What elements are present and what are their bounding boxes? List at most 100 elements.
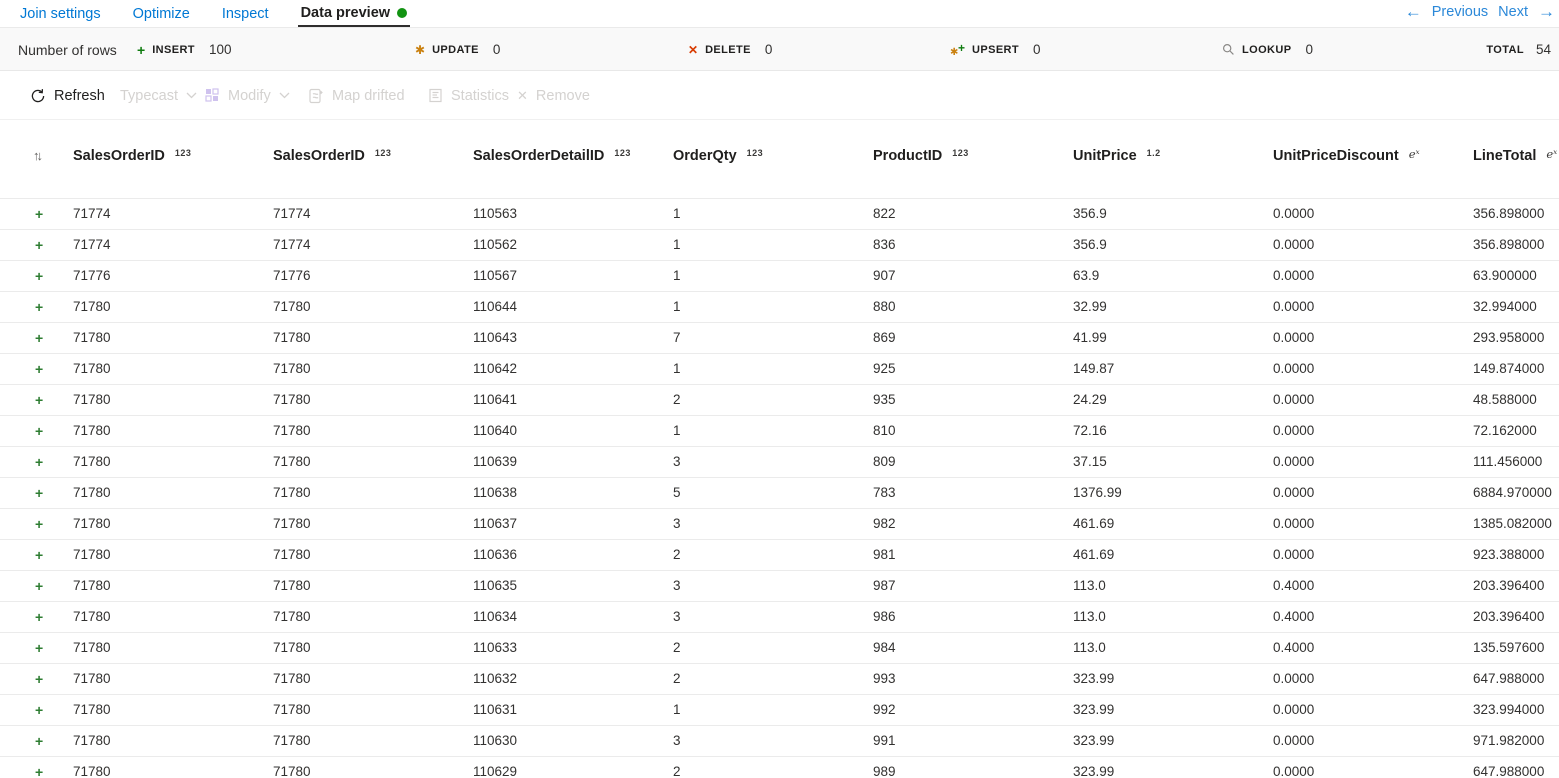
pagination-nav: ← Previous Next → — [1405, 0, 1559, 24]
column-header-SalesOrderID[interactable]: SalesOrderID 123 — [73, 147, 191, 165]
tab-optimize[interactable]: Optimize — [130, 0, 193, 27]
cell-OrderQty: 7 — [673, 330, 681, 345]
update-stat: ✱ UPDATE 0 — [415, 28, 500, 71]
insert-row-icon: + — [35, 392, 44, 408]
delete-stat: ✕ DELETE 0 — [688, 28, 772, 71]
cell-UnitPriceDiscount: 0.0000 — [1273, 454, 1315, 469]
previous-button[interactable]: Previous — [1431, 4, 1489, 20]
table-row[interactable]: +71780 71780 110642 1 925 149.87 0.0000 149.874… — [0, 353, 1559, 384]
table-row[interactable]: +71780 71780 110632 2 993 323.99 0.0000 647.988… — [0, 663, 1559, 694]
cell-UnitPriceDiscount: 0.4000 — [1273, 578, 1315, 593]
table-row[interactable]: +71780 71780 110637 3 982 461.69 0.0000 1385.08… — [0, 508, 1559, 539]
column-header-UnitPrice[interactable]: UnitPrice 1.2 — [1073, 147, 1161, 165]
tab-list: Join settings Optimize Inspect Data preview — [17, 0, 436, 27]
table-row[interactable]: +71780 71780 110638 5 783 1376.99 0.0000 6884.9… — [0, 477, 1559, 508]
tab-data-preview[interactable]: Data preview — [297, 0, 411, 27]
cell-UnitPrice: 63.9 — [1073, 268, 1100, 283]
active-status-dot-icon — [397, 7, 408, 18]
table-row[interactable]: +71780 71780 110633 2 984 113.0 0.4000 135.5976… — [0, 632, 1559, 663]
statistics-icon — [428, 88, 443, 103]
cell-LineTotal: 293.958000 — [1473, 330, 1545, 345]
preview-toolbar: Refresh Typecast Modify Map drifted Stat… — [0, 71, 1559, 120]
cell-UnitPrice: 323.99 — [1073, 764, 1115, 778]
table-row[interactable]: +71780 71780 110629 2 989 323.99 0.0000 647.988… — [0, 756, 1559, 778]
insert-row-icon: + — [35, 206, 44, 222]
update-asterisk-icon: ✱ — [415, 42, 426, 57]
cell-ProductID: 989 — [873, 764, 896, 778]
table-row[interactable]: +71774 71774 110563 1 822 356.9 0.0000 356.8980… — [0, 198, 1559, 229]
column-name: LineTotal — [1473, 148, 1537, 164]
table-row[interactable]: +71780 71780 110639 3 809 37.15 0.0000 111.4560… — [0, 446, 1559, 477]
cell-ProductID: 991 — [873, 733, 896, 748]
cell-UnitPriceDiscount: 0.4000 — [1273, 609, 1315, 624]
table-row[interactable]: +71776 71776 110567 1 907 63.9 0.0000 63.900000 — [0, 260, 1559, 291]
tab-join-settings[interactable]: Join settings — [17, 0, 104, 27]
cell-SalesOrderDetailID: 110643 — [473, 330, 518, 345]
cell-SalesOrderID: 71780 — [273, 516, 311, 531]
column-header-SalesOrderID[interactable]: SalesOrderID 123 — [273, 147, 391, 165]
cell-UnitPrice: 323.99 — [1073, 671, 1115, 686]
table-row[interactable]: +71780 71780 110643 7 869 41.99 0.0000 293.9580… — [0, 322, 1559, 353]
remove-button[interactable]: ✕ Remove — [517, 71, 590, 120]
column-header-LineTotal[interactable]: LineTotal eˣ — [1473, 147, 1557, 165]
cell-LineTotal: 63.900000 — [1473, 268, 1537, 283]
cell-SalesOrderDetailID: 110638 — [473, 485, 518, 500]
column-type-icon: 123 — [174, 148, 192, 158]
cell-OrderQty: 2 — [673, 671, 681, 686]
column-header-ProductID[interactable]: ProductID 123 — [873, 147, 969, 165]
upsert-label: UPSERT — [972, 43, 1020, 56]
tab-label: Optimize — [132, 5, 190, 22]
modify-button[interactable]: Modify — [205, 71, 290, 120]
cell-OrderQty: 1 — [673, 702, 681, 717]
cell-SalesOrderID: 71780 — [73, 392, 111, 407]
next-button[interactable]: Next — [1498, 4, 1528, 20]
cell-SalesOrderDetailID: 110642 — [473, 361, 518, 376]
cell-SalesOrderID: 71780 — [273, 485, 311, 500]
refresh-button[interactable]: Refresh — [30, 71, 105, 120]
sort-arrows-icon[interactable]: ↑↓ — [33, 148, 43, 163]
cell-LineTotal: 323.994000 — [1473, 702, 1545, 717]
column-header-SalesOrderDetailID[interactable]: SalesOrderDetailID 123 — [473, 147, 631, 165]
cell-LineTotal: 203.396400 — [1473, 609, 1545, 624]
number-of-rows-label: Number of rows — [18, 41, 117, 58]
insert-row-icon: + — [35, 702, 44, 718]
cell-LineTotal: 647.988000 — [1473, 671, 1545, 686]
column-header-OrderQty[interactable]: OrderQty 123 — [673, 147, 763, 165]
table-row[interactable]: +71780 71780 110634 3 986 113.0 0.4000 203.3964… — [0, 601, 1559, 632]
table-row[interactable]: +71780 71780 110640 1 810 72.16 0.0000 72.16200… — [0, 415, 1559, 446]
cell-SalesOrderID: 71780 — [273, 361, 311, 376]
cell-SalesOrderID: 71776 — [273, 268, 311, 283]
map-drifted-button[interactable]: Map drifted — [308, 71, 405, 120]
tab-label: Join settings — [20, 5, 101, 22]
cell-OrderQty: 1 — [673, 299, 681, 314]
chevron-down-icon — [279, 92, 290, 99]
typecast-button[interactable]: Typecast — [120, 71, 197, 120]
table-row[interactable]: +71780 71780 110644 1 880 32.99 0.0000 32.99400… — [0, 291, 1559, 322]
cell-UnitPrice: 356.9 — [1073, 206, 1107, 221]
update-label: UPDATE — [432, 43, 479, 56]
cell-LineTotal: 72.162000 — [1473, 423, 1537, 438]
cell-SalesOrderDetailID: 110635 — [473, 578, 518, 593]
cell-SalesOrderID: 71780 — [73, 671, 111, 686]
table-row[interactable]: +71780 71780 110630 3 991 323.99 0.0000 971.982… — [0, 725, 1559, 756]
insert-row-icon: + — [35, 516, 44, 532]
table-row[interactable]: +71780 71780 110631 1 992 323.99 0.0000 323.994… — [0, 694, 1559, 725]
column-header-UnitPriceDiscount[interactable]: UnitPriceDiscount eˣ — [1273, 147, 1420, 165]
tab-inspect[interactable]: Inspect — [219, 0, 272, 27]
table-row[interactable]: +71774 71774 110562 1 836 356.9 0.0000 356.8980… — [0, 229, 1559, 260]
cell-ProductID: 986 — [873, 609, 896, 624]
tab-label: Inspect — [221, 5, 269, 22]
modify-icon — [205, 88, 220, 103]
cell-SalesOrderDetailID: 110634 — [473, 609, 518, 624]
cell-ProductID: 925 — [873, 361, 896, 376]
total-stat: TOTAL 54 — [1486, 28, 1551, 71]
table-row[interactable]: +71780 71780 110636 2 981 461.69 0.0000 923.388… — [0, 539, 1559, 570]
cell-SalesOrderDetailID: 110633 — [473, 640, 518, 655]
cell-ProductID: 880 — [873, 299, 896, 314]
column-name: UnitPrice — [1073, 148, 1137, 164]
table-row[interactable]: +71780 71780 110635 3 987 113.0 0.4000 203.3964… — [0, 570, 1559, 601]
lookup-label: LOOKUP — [1242, 43, 1292, 56]
table-row[interactable]: +71780 71780 110641 2 935 24.29 0.0000 48.58800… — [0, 384, 1559, 415]
statistics-button[interactable]: Statistics — [428, 71, 509, 120]
cell-OrderQty: 1 — [673, 268, 681, 283]
